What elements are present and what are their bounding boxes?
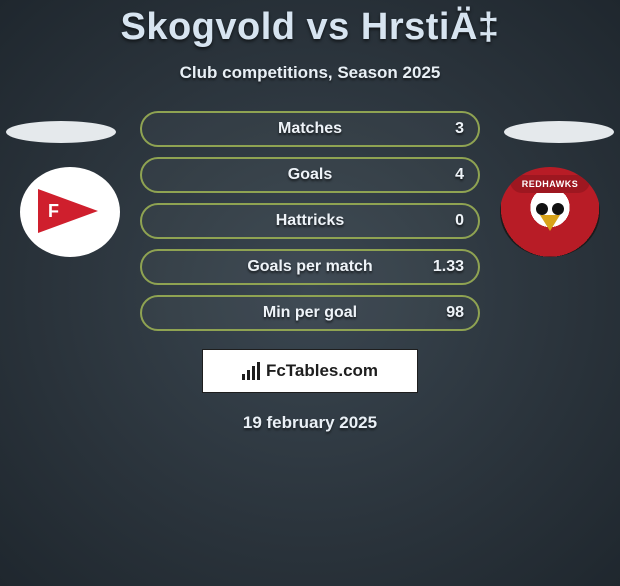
right-team-badge: REDHAWKS: [500, 167, 600, 257]
stat-row-hattricks: Hattricks 0: [140, 203, 480, 239]
stat-value-right: 4: [455, 166, 464, 184]
stat-row-matches: Matches 3: [140, 111, 480, 147]
stat-value-right: 1.33: [433, 258, 464, 276]
stats-list: Matches 3 Goals 4 Hattricks 0 Goals per …: [140, 111, 480, 331]
date-label: 19 february 2025: [0, 413, 620, 433]
stat-label: Matches: [278, 120, 342, 138]
fctables-logo[interactable]: FcTables.com: [202, 349, 418, 393]
stat-row-goals-per-match: Goals per match 1.33: [140, 249, 480, 285]
subtitle: Club competitions, Season 2025: [0, 63, 620, 83]
stat-value-right: 98: [446, 304, 464, 322]
stat-label: Goals: [288, 166, 332, 184]
stat-label: Goals per match: [247, 258, 372, 276]
stat-row-goals: Goals 4: [140, 157, 480, 193]
right-player-ellipse: [504, 121, 614, 143]
stat-value-right: 3: [455, 120, 464, 138]
left-badge-flag-icon: [38, 189, 98, 233]
stat-label: Hattricks: [276, 212, 344, 230]
left-team-badge: F: [20, 167, 120, 257]
comparison-content: F REDHAWKS Matches 3 Goals 4 Hattricks 0…: [0, 111, 620, 433]
bar-chart-icon: [242, 362, 260, 380]
stat-value-right: 0: [455, 212, 464, 230]
hawk-eyes-icon: [536, 203, 548, 215]
page-title: Skogvold vs HrstiÄ‡: [0, 6, 620, 49]
left-player-ellipse: [6, 121, 116, 143]
left-badge-letter: F: [48, 201, 59, 222]
hawk-beak-icon: [540, 215, 560, 231]
right-badge-banner: REDHAWKS: [510, 175, 590, 193]
stat-label: Min per goal: [263, 304, 357, 322]
stat-row-min-per-goal: Min per goal 98: [140, 295, 480, 331]
logo-text: FcTables.com: [266, 361, 378, 381]
